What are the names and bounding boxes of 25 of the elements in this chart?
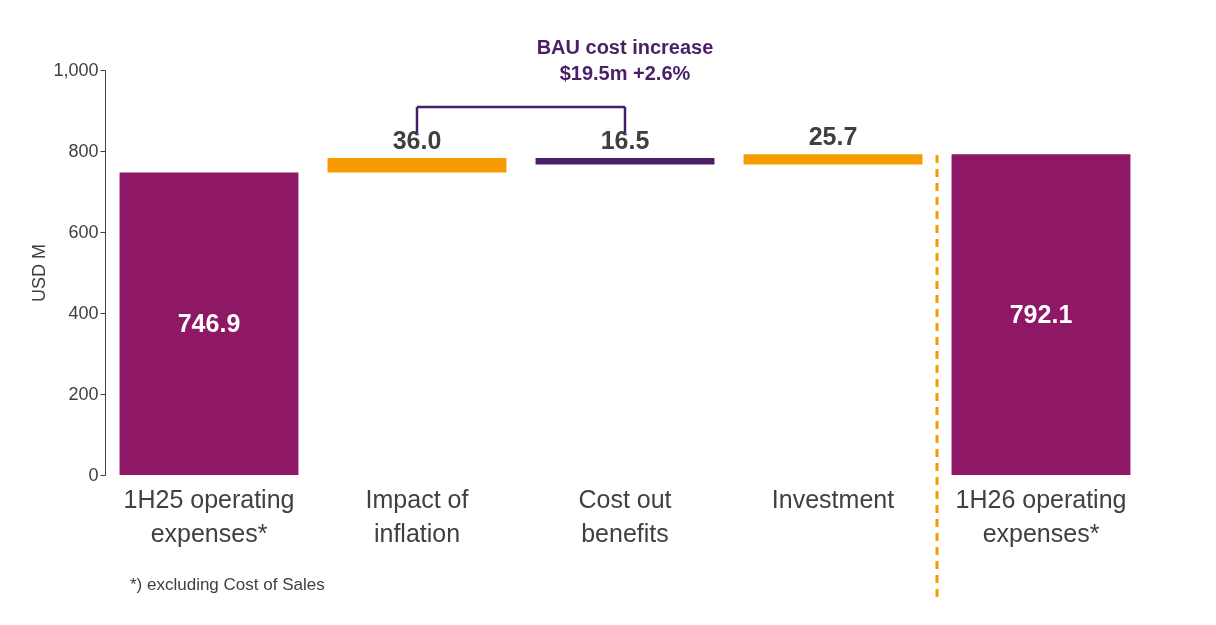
data-label: 16.5 xyxy=(600,125,650,154)
annotation: $19.5m +2.6% xyxy=(559,62,691,84)
bar xyxy=(951,154,1131,475)
bar xyxy=(119,172,299,475)
text: BAU cost increase xyxy=(536,36,714,58)
x-tick-label: 1H26 operating expenses* xyxy=(955,484,1127,547)
x-tick-label: Impact of inflation xyxy=(365,484,469,547)
x-tick-label: Investment xyxy=(771,484,895,513)
y-tick-label: 400 xyxy=(68,302,99,323)
y-tick-label: 1,000 xyxy=(53,59,99,80)
bar xyxy=(535,157,715,165)
data-label: 36.0 xyxy=(392,125,442,154)
bar xyxy=(743,154,923,165)
x-tick-label: 1H25 operating expenses* xyxy=(123,484,295,547)
y-tick-label: 0 xyxy=(88,464,99,485)
bar xyxy=(327,157,507,173)
x-tick-label: Cost out benefits xyxy=(578,484,672,547)
y-tick-label: 800 xyxy=(68,140,99,161)
y-tick-label: 600 xyxy=(68,221,99,242)
data-label: 746.9 xyxy=(177,308,241,337)
y-tick-label: 200 xyxy=(68,383,99,404)
data-label: 25.7 xyxy=(808,122,858,151)
data-label: 792.1 xyxy=(1009,299,1073,328)
text: *) excluding Cost of Sales xyxy=(130,575,325,594)
y-axis-title: USD M xyxy=(29,244,50,302)
